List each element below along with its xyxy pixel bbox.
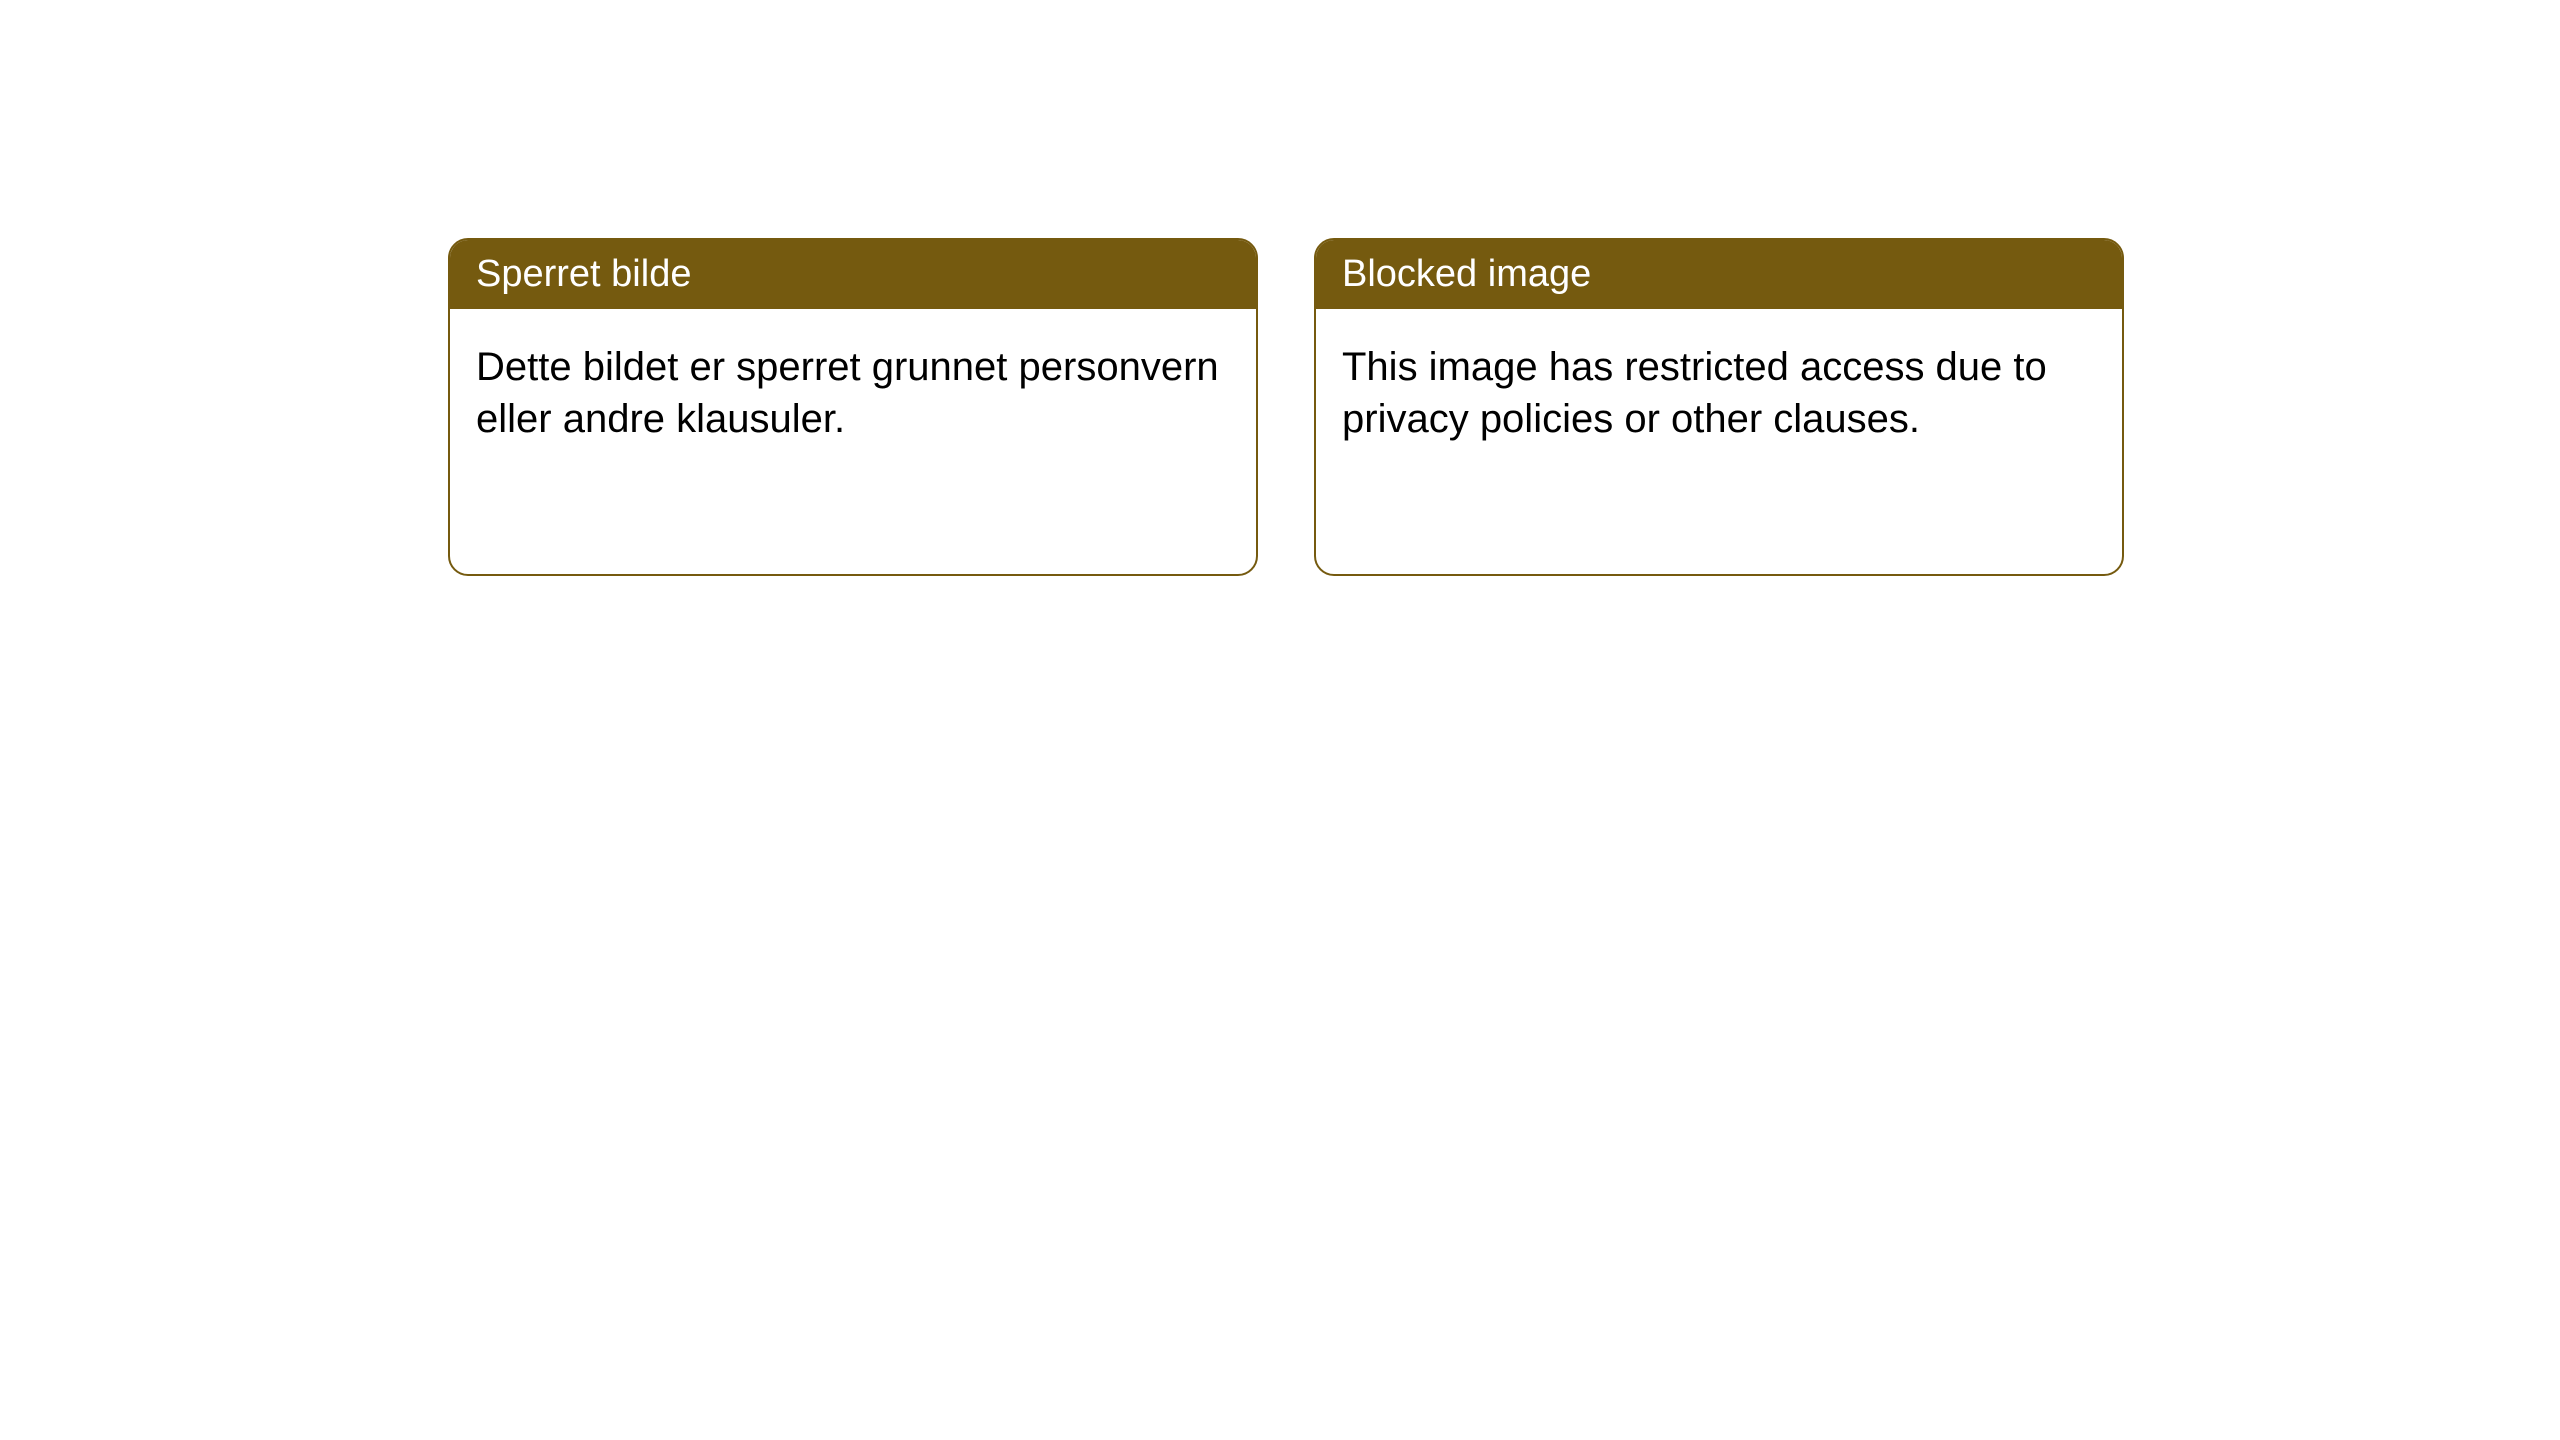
notice-body-norwegian: Dette bildet er sperret grunnet personve… — [450, 309, 1256, 477]
notice-header-english: Blocked image — [1316, 240, 2122, 309]
notice-card-norwegian: Sperret bilde Dette bildet er sperret gr… — [448, 238, 1258, 576]
notice-header-norwegian: Sperret bilde — [450, 240, 1256, 309]
notice-body-english: This image has restricted access due to … — [1316, 309, 2122, 477]
notice-card-english: Blocked image This image has restricted … — [1314, 238, 2124, 576]
notice-container: Sperret bilde Dette bildet er sperret gr… — [448, 238, 2124, 576]
